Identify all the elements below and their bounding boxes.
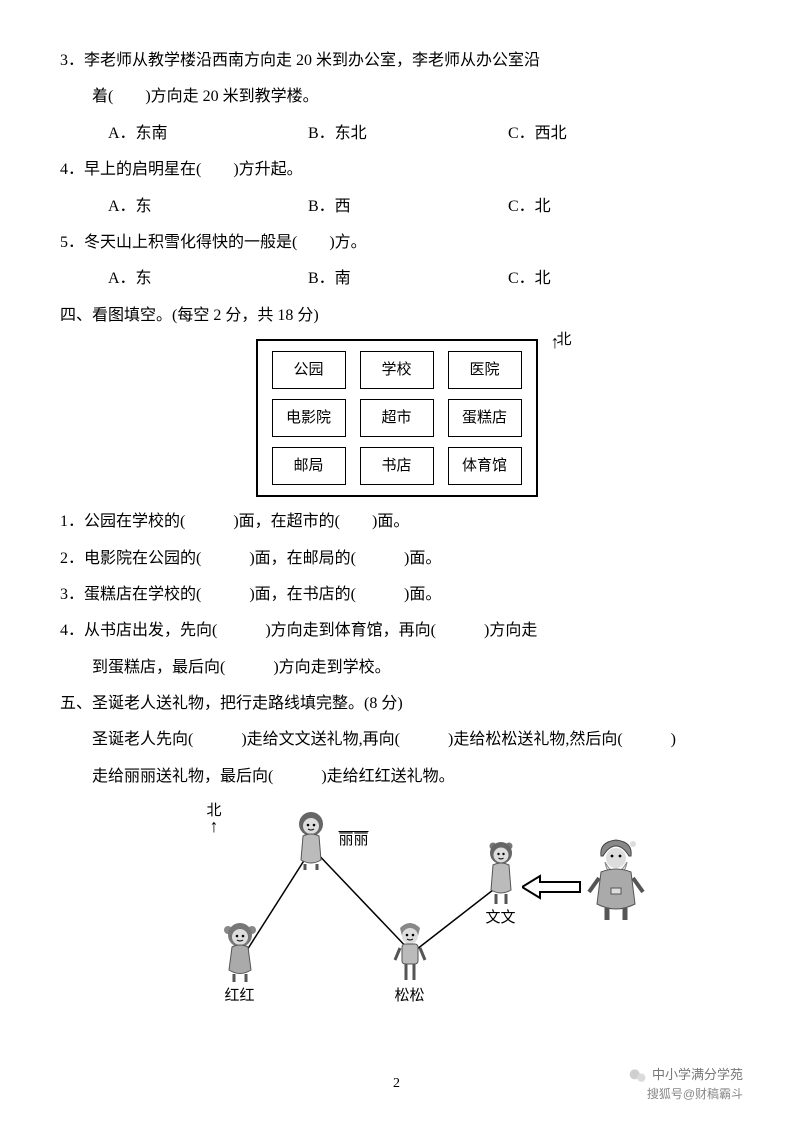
s4-item4b: 到蛋糕店，最后向( )方向走到学校。	[60, 653, 733, 683]
q5-stem: 5．冬天山上积雪化得快的一般是( )方。	[60, 228, 733, 258]
girl-icon	[477, 838, 525, 904]
q3-choice-b: B．东北	[308, 119, 508, 149]
person-wenwen: 文文	[477, 838, 525, 933]
north-label: 北	[556, 333, 571, 348]
s5-line2: 走给丽丽送礼物，最后向( )走给红红送礼物。	[60, 762, 733, 792]
cell-school: 学校	[360, 351, 434, 389]
s4-item4a: 4．从书店出发，先向( )方向走到体育馆，再向( )方向走	[60, 616, 733, 646]
s4-item2: 2．电影院在公园的( )面，在邮局的( )面。	[60, 544, 733, 574]
q5-choice-a: A．东	[108, 264, 308, 294]
q4-choice-c: C．北	[508, 192, 551, 222]
person-santa	[581, 838, 651, 920]
route-illustration: 北 ↑ 丽丽	[137, 798, 657, 1008]
arrow-left-icon	[522, 874, 582, 900]
santa-icon	[581, 838, 651, 920]
section4-title: 四、看图填空。(每空 2 分，共 18 分)	[60, 301, 733, 331]
cell-supermarket: 超市	[360, 399, 434, 437]
q5-choice-c: C．北	[508, 264, 551, 294]
q3-choice-a: A．东南	[108, 119, 308, 149]
q4-choices: A．东 B．西 C．北	[60, 192, 733, 222]
q3-choices: A．东南 B．东北 C．西北	[60, 119, 733, 149]
girl-icon	[287, 810, 335, 870]
boy-icon	[385, 918, 435, 982]
q3-choice-c: C．西北	[508, 119, 567, 149]
songsong-label: 松松	[394, 982, 424, 1011]
cell-gym: 体育馆	[448, 447, 522, 485]
person-lili: 丽丽	[287, 810, 369, 870]
north-indicator: ↑ 北	[538, 335, 571, 348]
cell-hospital: 医院	[448, 351, 522, 389]
s4-item3: 3．蛋糕店在学校的( )面，在书店的( )面。	[60, 580, 733, 610]
section5-title: 五、圣诞老人送礼物，把行走路线填完整。(8 分)	[60, 689, 733, 719]
q4-choice-a: A．东	[108, 192, 308, 222]
q4-stem: 4．早上的启明星在( )方升起。	[60, 155, 733, 185]
girl-icon	[215, 920, 265, 982]
wechat-icon	[628, 1066, 648, 1086]
cell-bakery: 蛋糕店	[448, 399, 522, 437]
lili-label: 丽丽	[339, 826, 369, 855]
cell-cinema: 电影院	[272, 399, 346, 437]
q5-choices: A．东 B．南 C．北	[60, 264, 733, 294]
cell-bookstore: 书店	[360, 447, 434, 485]
q5-choice-b: B．南	[308, 264, 508, 294]
honghong-label: 红红	[224, 982, 254, 1011]
q3-line2: 着( )方向走 20 米到教学楼。	[60, 82, 733, 112]
cell-park: 公园	[272, 351, 346, 389]
q3-line1: 3．李老师从教学楼沿西南方向走 20 米到办公室，李老师从办公室沿	[60, 46, 733, 76]
q4-choice-b: B．西	[308, 192, 508, 222]
person-songsong: 松松	[385, 918, 435, 1011]
map-box: ↑ 北 公园 学校 医院 电影院 超市 蛋糕店 邮局 书店 体育馆	[256, 339, 538, 497]
s4-item1: 1．公园在学校的( )面，在超市的( )面。	[60, 507, 733, 537]
map-wrap: ↑ 北 公园 学校 医院 电影院 超市 蛋糕店 邮局 书店 体育馆	[60, 339, 733, 497]
s5-line1: 圣诞老人先向( )走给文文送礼物,再向( )走给松松送礼物,然后向( )	[60, 725, 733, 755]
cell-postoffice: 邮局	[272, 447, 346, 485]
source-text: 搜狐号@财稿霸斗	[647, 1083, 743, 1106]
wenwen-label: 文文	[485, 904, 515, 933]
person-honghong: 红红	[215, 920, 265, 1011]
